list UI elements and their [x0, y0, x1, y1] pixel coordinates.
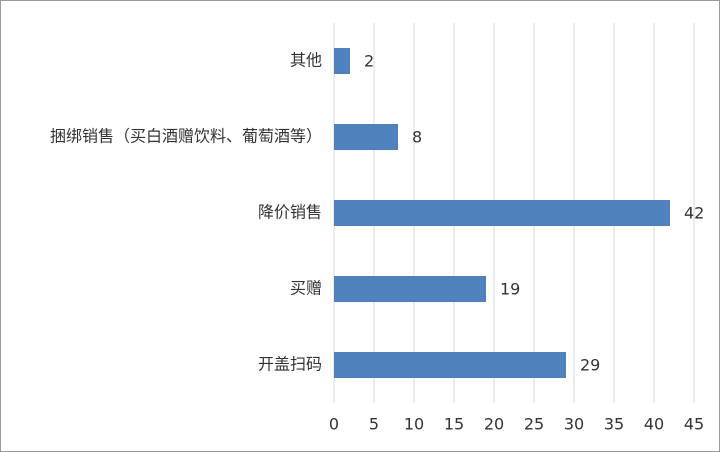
y-tick-label: 捆绑销售（买白酒赠饮料、葡萄酒等） — [50, 127, 322, 146]
x-tick-label: 40 — [644, 415, 664, 434]
x-tick-label: 45 — [684, 415, 704, 434]
bar — [334, 200, 670, 226]
y-tick-label: 其他 — [290, 51, 322, 70]
data-label: 19 — [500, 280, 520, 299]
x-tick-label: 0 — [329, 415, 339, 434]
x-tick-label: 10 — [404, 415, 424, 434]
data-label: 29 — [580, 356, 600, 375]
bar — [334, 124, 398, 150]
y-tick-label: 降价销售 — [258, 203, 322, 222]
x-tick-label: 35 — [604, 415, 624, 434]
x-tick-label: 25 — [524, 415, 544, 434]
x-tick-label: 5 — [369, 415, 379, 434]
bar — [334, 352, 566, 378]
data-label: 8 — [412, 128, 422, 147]
x-tick-label: 30 — [564, 415, 584, 434]
bar — [334, 48, 350, 74]
bar — [334, 276, 486, 302]
y-tick-label: 开盖扫码 — [258, 355, 322, 374]
y-tick-label: 买赠 — [290, 279, 322, 298]
data-label: 2 — [364, 52, 374, 71]
data-label: 42 — [684, 204, 704, 223]
x-tick-label: 15 — [444, 415, 464, 434]
x-tick-label: 20 — [484, 415, 504, 434]
